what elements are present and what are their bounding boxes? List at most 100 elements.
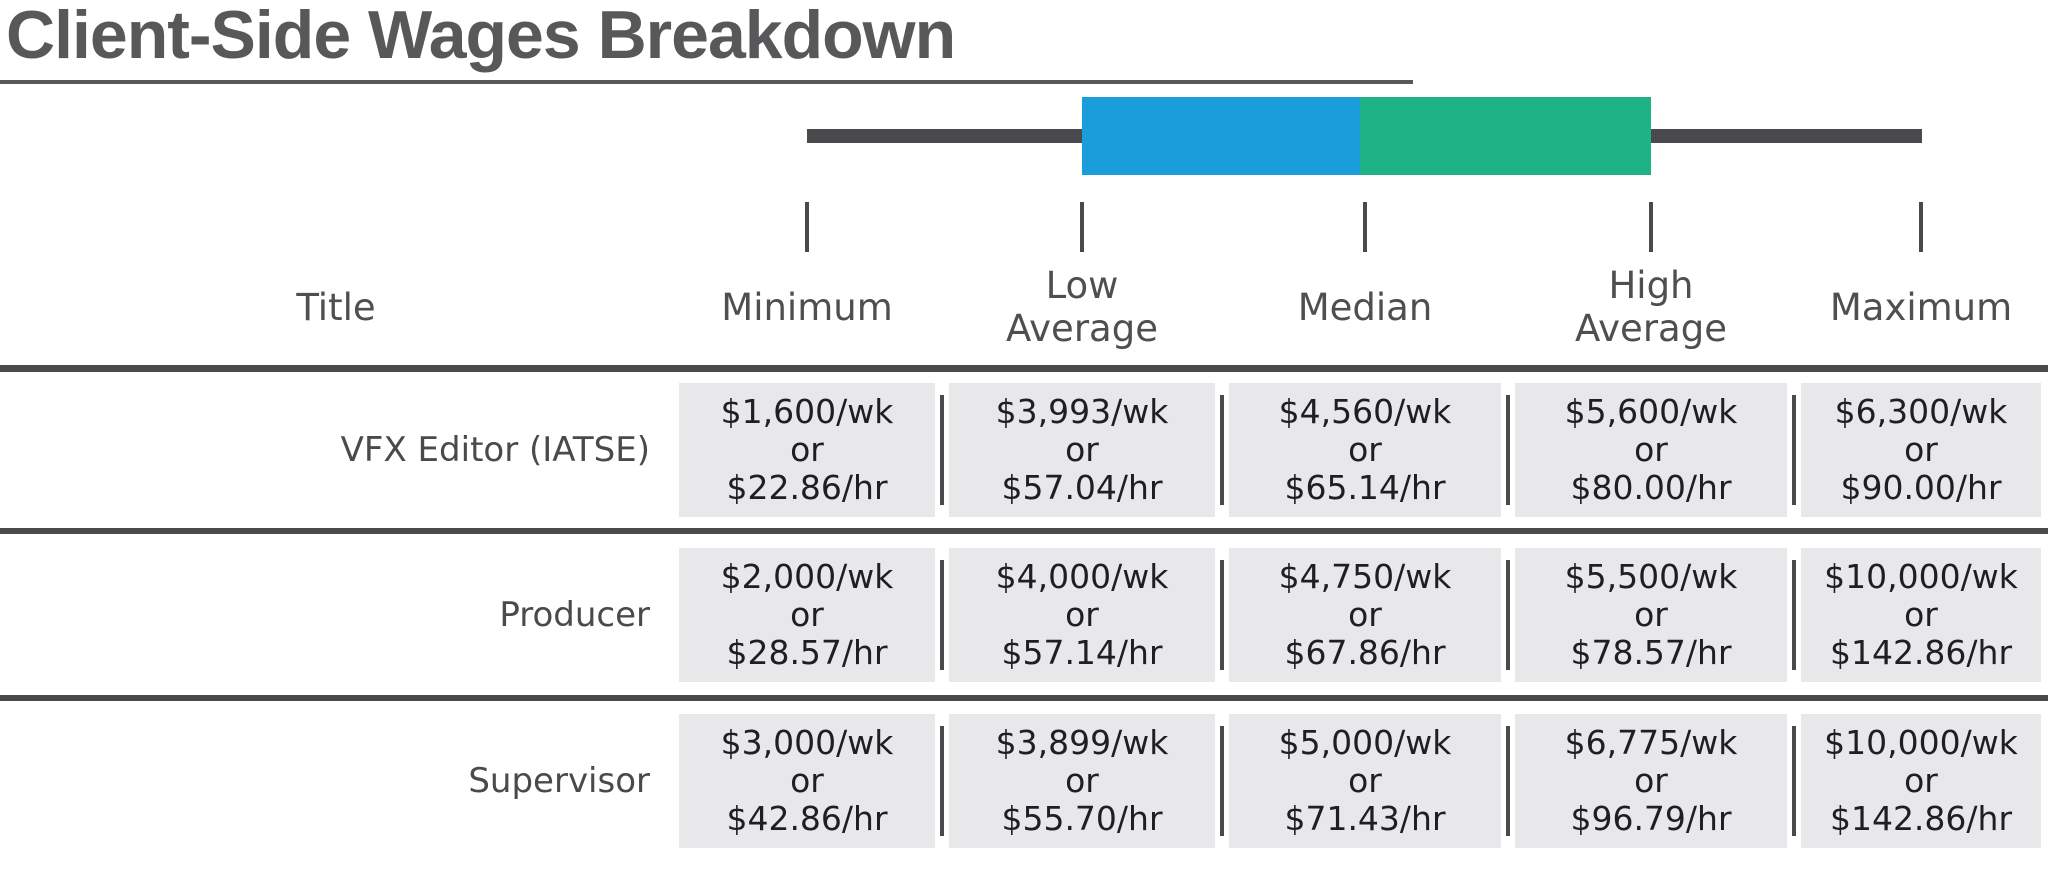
header-divider-rule xyxy=(0,365,2048,372)
weekly-wage: $4,560/wk xyxy=(1278,392,1452,431)
or-label: or xyxy=(1065,760,1099,800)
table-row: Supervisor $3,000/wk or $42.86/hr $3,899… xyxy=(0,701,2048,860)
cell-divider xyxy=(1792,395,1796,505)
hourly-wage: $142.86/hr xyxy=(1829,798,2013,838)
weekly-wage: $3,993/wk xyxy=(995,392,1169,431)
wage-cell-slot: $4,560/wk or $65.14/hr xyxy=(1222,383,1508,517)
row-label: VFX Editor (IATSE) xyxy=(340,430,650,470)
weekly-wage: $5,500/wk xyxy=(1564,556,1738,596)
row-divider-rule xyxy=(0,695,2048,701)
weekly-wage: $3,899/wk xyxy=(995,722,1169,762)
or-label: or xyxy=(1904,594,1938,634)
hourly-wage: $22.86/hr xyxy=(726,468,888,507)
wage-cell-high-average: $5,600/wk or $80.00/hr xyxy=(1515,383,1787,517)
column-header-row: Title Minimum Low Average Median High Av… xyxy=(0,258,2048,358)
wage-cell-low-average: $4,000/wk or $57.14/hr xyxy=(949,547,1215,682)
weekly-wage: $6,300/wk xyxy=(1834,392,2008,431)
hourly-wage: $57.04/hr xyxy=(1001,468,1163,507)
cell-divider xyxy=(1220,725,1224,836)
or-label: or xyxy=(1904,760,1938,800)
wage-cell-slot: $6,775/wk or $96.79/hr xyxy=(1508,713,1794,848)
hourly-wage: $80.00/hr xyxy=(1570,468,1732,507)
or-label: or xyxy=(1634,760,1668,800)
wage-cell-slot: $3,899/wk or $55.70/hr xyxy=(942,713,1222,848)
cell-divider xyxy=(1220,395,1224,505)
weekly-wage: $5,000/wk xyxy=(1278,722,1452,762)
wage-cell-maximum: $10,000/wk or $142.86/hr xyxy=(1801,547,2041,682)
wage-cell-slot: $6,300/wk or $90.00/hr xyxy=(1794,383,2048,517)
column-header-high-average: High Average xyxy=(1575,264,1727,350)
or-label: or xyxy=(1348,594,1382,634)
weekly-wage: $6,775/wk xyxy=(1564,722,1738,762)
wage-cell-slot: $1,600/wk or $22.86/hr xyxy=(672,383,942,517)
boxplot-low-to-median-segment xyxy=(1082,97,1360,175)
wage-cell-slot: $4,000/wk or $57.14/hr xyxy=(942,547,1222,682)
wage-cell-maximum: $10,000/wk or $142.86/hr xyxy=(1801,713,2041,848)
hourly-wage: $78.57/hr xyxy=(1570,632,1732,672)
cell-divider xyxy=(940,395,944,505)
weekly-wage: $5,600/wk xyxy=(1564,392,1738,431)
tick-slot-minimum xyxy=(672,202,942,252)
wage-cell-slot: $5,000/wk or $71.43/hr xyxy=(1222,713,1508,848)
hourly-wage: $96.79/hr xyxy=(1570,798,1732,838)
wage-cell-slot: $5,500/wk or $78.57/hr xyxy=(1508,547,1794,682)
or-label: or xyxy=(1348,760,1382,800)
column-header-median: Median xyxy=(1297,285,1433,329)
weekly-wage: $3,000/wk xyxy=(720,722,894,762)
table-row: VFX Editor (IATSE) $1,600/wk or $22.86/h… xyxy=(0,372,2048,528)
wage-cell-slot: $10,000/wk or $142.86/hr xyxy=(1794,547,2048,682)
wage-cell-high-average: $5,500/wk or $78.57/hr xyxy=(1515,547,1787,682)
weekly-wage: $4,000/wk xyxy=(995,556,1169,596)
wage-cell-slot: $10,000/wk or $142.86/hr xyxy=(1794,713,2048,848)
hourly-wage: $90.00/hr xyxy=(1840,468,2002,507)
cell-divider xyxy=(940,559,944,670)
hourly-wage: $67.86/hr xyxy=(1284,632,1446,672)
wage-cell-minimum: $2,000/wk or $28.57/hr xyxy=(679,547,935,682)
row-divider-rule xyxy=(0,528,2048,534)
wage-cell-low-average: $3,899/wk or $55.70/hr xyxy=(949,713,1215,848)
tick-low-average xyxy=(1080,202,1084,252)
wage-cell-slot: $4,750/wk or $67.86/hr xyxy=(1222,547,1508,682)
cell-divider xyxy=(1220,559,1224,670)
or-label: or xyxy=(1634,594,1668,634)
axis-ticks xyxy=(0,202,2048,252)
or-label: or xyxy=(1065,594,1099,634)
tick-slot-high-average xyxy=(1508,202,1794,252)
wage-cell-slot: $3,993/wk or $57.04/hr xyxy=(942,383,1222,517)
cell-divider xyxy=(940,725,944,836)
tick-slot-title xyxy=(0,202,672,252)
cell-divider xyxy=(1506,395,1510,505)
row-label: Producer xyxy=(499,594,650,635)
tick-slot-low-average xyxy=(942,202,1222,252)
wage-cell-maximum: $6,300/wk or $90.00/hr xyxy=(1801,383,2041,517)
or-label: or xyxy=(1348,430,1382,469)
wage-cell-median: $4,560/wk or $65.14/hr xyxy=(1229,383,1501,517)
cell-divider xyxy=(1506,725,1510,836)
or-label: or xyxy=(790,594,824,634)
hourly-wage: $71.43/hr xyxy=(1284,798,1446,838)
tick-median xyxy=(1363,202,1367,252)
weekly-wage: $1,600/wk xyxy=(720,392,894,431)
table-row: Producer $2,000/wk or $28.57/hr $4,000/w… xyxy=(0,534,2048,695)
cell-divider xyxy=(1792,725,1796,836)
tick-high-average xyxy=(1649,202,1653,252)
wage-cell-median: $4,750/wk or $67.86/hr xyxy=(1229,547,1501,682)
boxplot-median-to-high-segment xyxy=(1360,97,1651,175)
wage-cell-slot: $3,000/wk or $42.86/hr xyxy=(672,713,942,848)
hourly-wage: $42.86/hr xyxy=(726,798,888,838)
hourly-wage: $65.14/hr xyxy=(1284,468,1446,507)
weekly-wage: $10,000/wk xyxy=(1824,556,2018,596)
page-title: Client-Side Wages Breakdown xyxy=(6,0,956,73)
weekly-wage: $4,750/wk xyxy=(1278,556,1452,596)
cell-divider xyxy=(1506,559,1510,670)
wage-cell-median: $5,000/wk or $71.43/hr xyxy=(1229,713,1501,848)
weekly-wage: $10,000/wk xyxy=(1824,722,2018,762)
row-label: Supervisor xyxy=(468,760,650,801)
wage-cell-minimum: $3,000/wk or $42.86/hr xyxy=(679,713,935,848)
title-underline xyxy=(0,80,1413,84)
wage-cell-minimum: $1,600/wk or $22.86/hr xyxy=(679,383,935,517)
column-header-low-average: Low Average xyxy=(1006,264,1158,350)
cell-divider xyxy=(1792,559,1796,670)
tick-minimum xyxy=(805,202,809,252)
or-label: or xyxy=(1065,430,1099,469)
